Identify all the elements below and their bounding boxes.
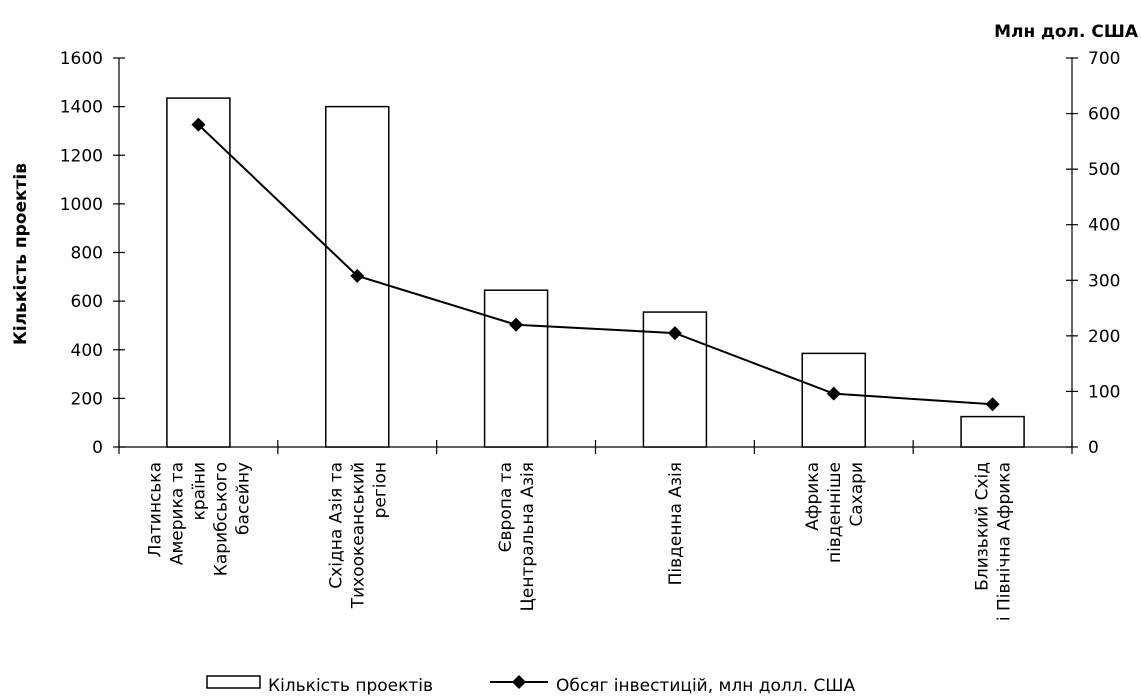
legend-bar-swatch xyxy=(206,675,261,689)
y2-tick-label: 500 xyxy=(1088,160,1120,180)
y-tick-label: 1000 xyxy=(60,195,103,215)
line-point xyxy=(509,317,524,332)
legend-bar-label: Кількість проектів xyxy=(268,676,433,696)
bar xyxy=(960,415,1025,448)
x-category-label: Європа та Центральна Азія xyxy=(496,462,538,611)
bar xyxy=(166,97,231,448)
x-category-label-line: країни xyxy=(189,462,209,520)
x-category-label-line: Карибського xyxy=(211,462,231,576)
y2-tick-label: 0 xyxy=(1088,438,1099,458)
x-category-label: Південна Азія xyxy=(666,462,686,585)
y2-tick-label: 400 xyxy=(1088,216,1120,236)
x-category-label-line: Латинська xyxy=(145,462,165,557)
y-tick-label: 800 xyxy=(71,244,103,264)
x-category-label-line: Східна Азія та xyxy=(326,462,346,589)
legend: Кількість проектів Обсяг інвестицій, млн … xyxy=(206,675,855,696)
x-category-label: Латинська Америка та країни Карибського басе… xyxy=(145,462,253,576)
y2-tick-label: 600 xyxy=(1088,105,1120,125)
series-line xyxy=(197,123,993,406)
x-category-label: Близький Схід і Північна Африка xyxy=(973,462,1015,621)
line-point xyxy=(350,268,365,283)
y2-tick-label: 300 xyxy=(1088,271,1120,291)
y-tick-label: 0 xyxy=(92,438,103,458)
y-tick-label: 1200 xyxy=(60,146,103,166)
bar xyxy=(483,289,549,448)
y2-tick-label: 200 xyxy=(1088,327,1120,347)
line-point xyxy=(191,117,206,132)
x-category-label-line: Центральна Азія xyxy=(518,462,538,611)
y-tick-label: 600 xyxy=(71,292,103,312)
line-point xyxy=(826,386,841,401)
x-category-label-line: Америка та xyxy=(167,462,187,565)
y2-tick-label: 700 xyxy=(1088,49,1120,69)
x-category-label-line: басейну xyxy=(233,462,253,535)
y-tick-label: 1600 xyxy=(60,49,103,69)
y-tick-label: 200 xyxy=(71,389,103,409)
x-category-label-line: Європа та xyxy=(496,462,516,552)
x-category-label-line: Тихоокеанський xyxy=(348,462,368,609)
x-category-label-line: регіон xyxy=(370,462,390,518)
x-category-label-line: Сахари xyxy=(847,462,867,527)
y2-tick-label: 100 xyxy=(1088,382,1120,402)
x-category-label: Східна Азія та Тихоокеанський регіон xyxy=(326,462,390,609)
x-category-label-line: і Північна Африка xyxy=(995,462,1015,621)
line-point xyxy=(667,326,682,341)
legend-line-label: Обсяг інвестицій, млн долл. США xyxy=(556,676,855,696)
plot-area: 0 200 400 600 800 1000 1200 1400 1600 0 100 200 300 4… xyxy=(60,49,1121,621)
x-category-label-line: Південна Азія xyxy=(666,462,686,585)
x-category-label-line: Близький Схід xyxy=(973,462,993,591)
x-category-label-line: Африка xyxy=(803,462,823,531)
x-category-label-line: південніше xyxy=(825,462,845,563)
y-tick-label: 1400 xyxy=(60,98,103,118)
line-point xyxy=(985,397,1000,412)
y-tick-label: 400 xyxy=(71,341,103,361)
y2-axis-title: Млн дол. США xyxy=(994,22,1139,42)
y-axis-title: Кількість проектів xyxy=(11,163,31,345)
legend-line-marker xyxy=(512,675,526,689)
x-category-label: Африка південніше Сахари xyxy=(803,462,867,563)
